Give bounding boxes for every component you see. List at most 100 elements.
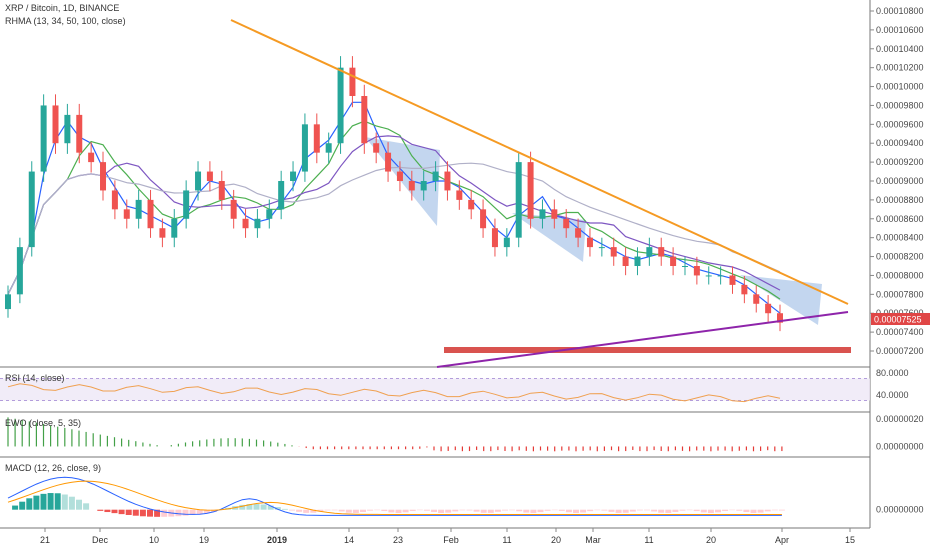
- candle-body: [420, 181, 427, 191]
- price-tick-label: 0.00009200: [876, 157, 924, 167]
- macd-hist-bar: [580, 509, 587, 513]
- candle-body: [266, 209, 273, 219]
- macd-hist-bar: [487, 509, 494, 513]
- macd-hist-bar: [622, 509, 629, 513]
- candle-body: [159, 228, 166, 238]
- macd-hist-bar: [253, 503, 260, 510]
- macd-hist-bar: [764, 509, 771, 512]
- last-price-badge: [871, 313, 930, 325]
- macd-hist-bar: [438, 509, 445, 513]
- price-tick-label: 0.00009600: [876, 119, 924, 129]
- macd-hist-bar: [196, 509, 203, 514]
- candle-body: [670, 256, 677, 266]
- macd-hist-bar: [715, 509, 721, 513]
- macd-hist-bar: [736, 509, 743, 511]
- candle-body: [444, 171, 451, 191]
- candle-body: [76, 114, 83, 153]
- macd-hist-bar: [154, 509, 161, 517]
- candle-body: [147, 199, 154, 229]
- macd-hist-bar: [210, 509, 217, 512]
- candle-body: [313, 124, 320, 153]
- candle-body: [230, 199, 237, 219]
- macd-hist-bar: [33, 495, 40, 510]
- macd-hist-bar: [636, 509, 643, 511]
- ewo-label: EWO (close, 5, 35): [5, 418, 81, 428]
- candle-body: [777, 313, 783, 323]
- macd-hist-bar: [615, 509, 622, 513]
- macd-label: MACD (12, 26, close, 9): [5, 463, 101, 473]
- candle-body: [468, 199, 475, 210]
- time-tick-label: 23: [393, 535, 403, 545]
- candle-body: [456, 190, 463, 200]
- candle-body: [432, 171, 439, 181]
- falling-wedge-1: [365, 137, 440, 226]
- macd-hist-bar: [473, 509, 480, 512]
- macd-hist-bar: [558, 509, 565, 511]
- candle-body: [658, 247, 665, 257]
- macd-hist-bar: [175, 509, 182, 517]
- time-tick-label: 19: [199, 535, 209, 545]
- macd-hist-bar: [466, 509, 473, 511]
- price-tick-label: 0.00010200: [876, 63, 924, 73]
- macd-hist-bar: [700, 509, 707, 513]
- macd-hist-bar: [246, 504, 253, 510]
- macd-hist-bar: [665, 509, 672, 513]
- macd-hist-bar: [601, 509, 608, 511]
- ma-line: [7, 162, 781, 295]
- macd-hist-bar: [40, 493, 47, 510]
- price-tick-label: 0.00009000: [876, 176, 924, 186]
- candle-body: [135, 199, 142, 219]
- candle-body: [729, 275, 736, 285]
- macd-hist-bar: [360, 509, 366, 512]
- macd-hist-bar: [54, 493, 61, 510]
- zones: [444, 347, 851, 353]
- macd-tick-label: 0.00000000: [876, 505, 924, 515]
- candle-body: [254, 218, 261, 229]
- macd-hist-bar: [587, 509, 594, 512]
- time-tick-label: Feb: [443, 535, 459, 545]
- macd-hist-bar: [61, 494, 68, 510]
- candle-body: [183, 190, 190, 219]
- macd-hist-bar: [523, 509, 530, 513]
- macd-hist-bar: [672, 509, 679, 512]
- rsi-band: [0, 378, 870, 401]
- candle-body: [610, 247, 617, 257]
- time-tick-label: 2019: [267, 535, 287, 545]
- time-tick-label: 10: [149, 535, 159, 545]
- last-price-label: 0.00007525: [874, 315, 922, 325]
- candle-body: [563, 218, 570, 229]
- price-tick-label: 0.00010000: [876, 82, 924, 92]
- candle-body: [111, 190, 118, 210]
- ma-line: [7, 135, 781, 295]
- price-tick-label: 0.00008400: [876, 233, 924, 243]
- candle-body: [753, 294, 760, 304]
- macd-hist-bar: [182, 509, 189, 516]
- target-zone: [444, 347, 851, 353]
- ewo-tick-label: 0.00000020: [876, 414, 924, 424]
- candle-body: [741, 284, 748, 295]
- macd-hist-bar: [274, 507, 281, 510]
- macd-hist-bar: [111, 509, 118, 514]
- time-axis: 21 Dec 10 19 2019 14 23 Feb 11 20 Mar 11 20 Apr 15: [40, 528, 855, 545]
- time-tick-label: 21: [40, 535, 50, 545]
- macd-hist-bar: [537, 509, 544, 513]
- macd-hist-bar: [629, 509, 636, 512]
- macd-hist-bar: [573, 509, 579, 514]
- candle-body: [515, 162, 522, 238]
- macd-hist-bar: [494, 509, 501, 512]
- candle-body: [5, 294, 11, 310]
- macd-hist-bar: [388, 509, 395, 513]
- price-axis: 0.00010800 0.00010600 0.00010400 0.00010200…: [870, 6, 924, 356]
- macd-hist-bar: [189, 509, 196, 515]
- ascending-trendline: [436, 311, 849, 368]
- macd-hist-bar: [679, 509, 686, 511]
- macd-hist-bar: [423, 509, 430, 511]
- macd-hist-bar: [750, 509, 757, 513]
- macd-hist-bar: [345, 509, 352, 513]
- macd-hist-bar: [658, 509, 665, 513]
- macd-hist-bar: [338, 509, 345, 512]
- candle-body: [361, 96, 368, 144]
- macd-panel: 0.00000000: [7, 476, 924, 517]
- macd-hist-bar: [68, 496, 75, 510]
- candle-body: [218, 181, 225, 200]
